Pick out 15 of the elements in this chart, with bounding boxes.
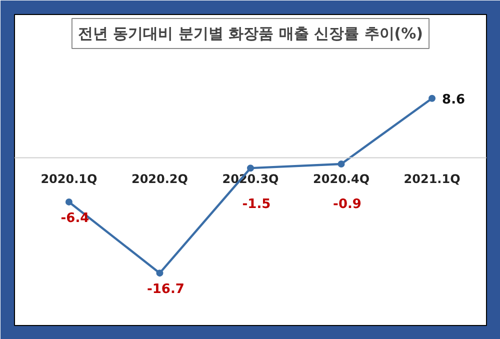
data-label: -0.9 xyxy=(333,196,362,212)
point xyxy=(338,160,345,168)
point xyxy=(65,198,72,206)
data-label: -1.5 xyxy=(242,196,271,212)
x-tick-label: 2021.1Q xyxy=(404,172,460,186)
point xyxy=(156,270,164,277)
x-tick-label: 2020.4Q xyxy=(313,172,370,186)
x-tick-label: 2020.1Q xyxy=(40,172,98,186)
x-tick-label: 2020.2Q xyxy=(131,172,188,186)
point xyxy=(428,94,436,102)
data-label: -6.4 xyxy=(60,210,90,226)
data-label: 8.6 xyxy=(442,92,466,108)
data-label: -16.7 xyxy=(146,282,184,298)
point xyxy=(247,164,254,172)
chart-title: 전년 동기대비 분기별 화장품 매출 신장률 추이(%) xyxy=(78,24,424,42)
